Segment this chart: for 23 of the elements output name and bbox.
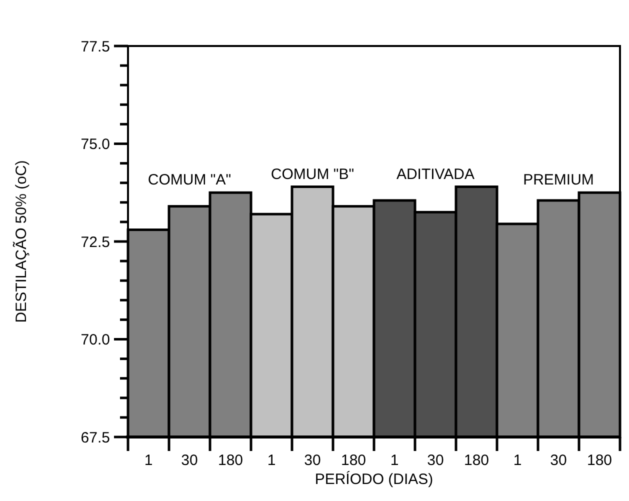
annotation: PREMIUM: [523, 172, 594, 189]
y-axis-title: DESTILAÇÃO 50% (oC): [12, 160, 30, 323]
annotation: ADITIVADA: [396, 166, 475, 183]
x-tick-label: 30: [427, 452, 444, 469]
x-tick-label: 180: [218, 452, 244, 469]
x-tick-label: 30: [181, 452, 198, 469]
y-tick-label: 75.0: [80, 136, 110, 153]
y-tick-label: 70.0: [80, 332, 110, 348]
x-tick-label: 30: [304, 452, 321, 469]
x-tick-label: 1: [144, 452, 153, 469]
y-tick-label: 77.5: [80, 38, 110, 56]
annotation: COMUM "B": [270, 166, 354, 183]
x-tick-label: 180: [340, 452, 366, 469]
x-tick-label: 1: [513, 452, 522, 469]
annotation: COMUM "A": [148, 172, 232, 189]
y-tick-label: 72.5: [80, 234, 110, 251]
x-tick-label: 180: [586, 452, 612, 469]
x-tick-label: 1: [267, 452, 276, 469]
y-tick-label: 67.5: [80, 429, 110, 446]
x-tick-label: 30: [550, 452, 567, 469]
x-tick-label: 1: [390, 452, 399, 469]
x-tick-label: 180: [464, 452, 490, 469]
x-axis-title: PERÍODO (DIAS): [314, 470, 434, 488]
